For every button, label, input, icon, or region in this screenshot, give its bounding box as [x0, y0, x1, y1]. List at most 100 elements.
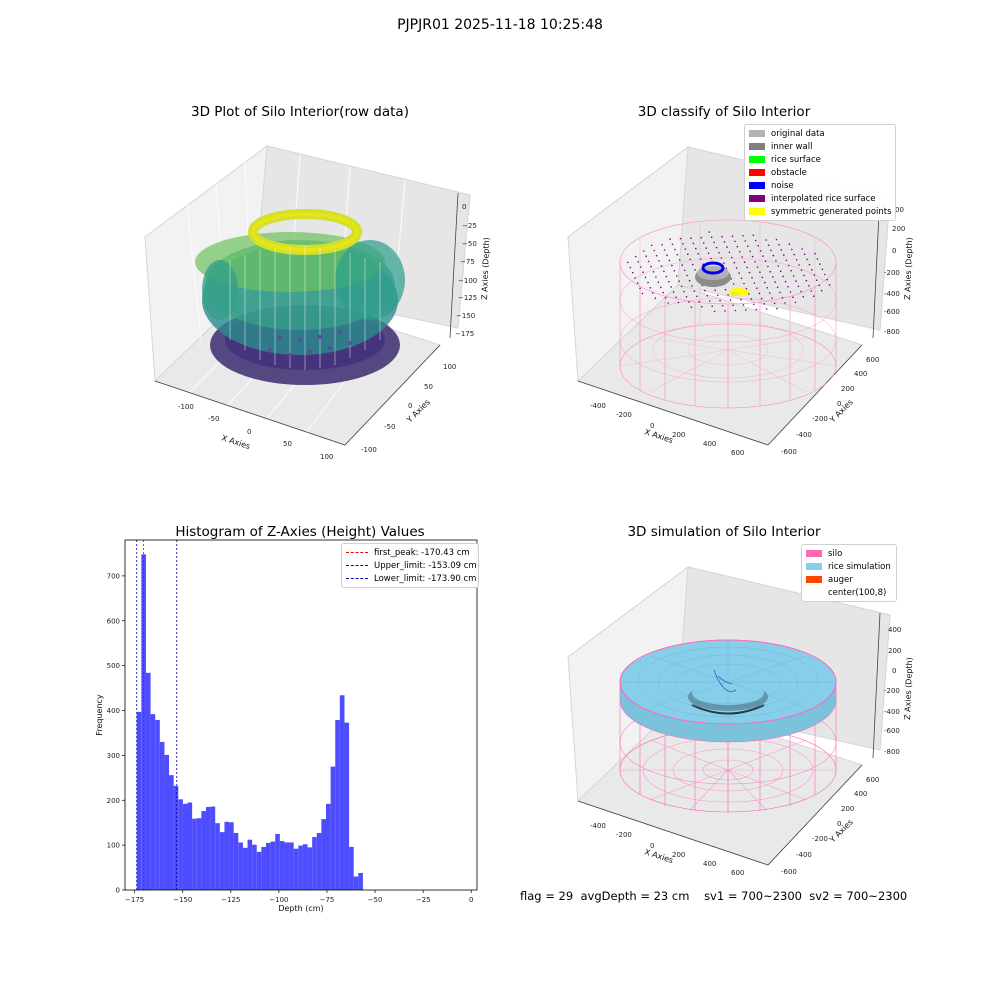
interpolated-point	[756, 266, 759, 268]
histogram-bar	[215, 823, 220, 890]
classify-zlabel: Z Axies (Depth)	[903, 237, 914, 300]
interpolated-point	[654, 297, 657, 300]
interpolated-point	[733, 261, 736, 264]
histogram-bar	[164, 754, 170, 890]
interpolated-point	[775, 260, 777, 262]
histogram-bar	[275, 833, 280, 890]
interpolated-point	[679, 259, 681, 261]
histogram-ytick-label: 200	[107, 797, 120, 805]
interpolated-point	[636, 282, 639, 284]
interpolated-point	[732, 283, 735, 285]
histogram-bar	[265, 842, 271, 890]
interpolated-point	[813, 274, 816, 276]
histogram-bar	[307, 847, 313, 890]
figure-title: PJPJR01 2025-11-18 10:25:48	[397, 17, 603, 33]
interpolated-point	[705, 247, 707, 249]
interpolated-point	[743, 282, 745, 285]
interpolated-point	[706, 295, 709, 297]
avg-depth-text: avgDepth = 23 cm	[580, 889, 690, 903]
interpolated-point	[644, 276, 647, 279]
histogram-bar	[150, 714, 156, 890]
legend-label: rice simulation	[828, 561, 891, 572]
simulation-ytick: -200	[812, 835, 828, 843]
interpolated-point	[680, 285, 683, 288]
legend-item: silo	[806, 547, 892, 560]
histogram-bar	[159, 741, 165, 890]
interpolated-point	[742, 304, 745, 306]
legend-label: interpolated rice surface	[771, 193, 876, 204]
interpolated-point	[740, 298, 742, 301]
interpolated-point	[746, 266, 748, 269]
legend-item: inner wall	[749, 140, 891, 153]
interpolated-point	[671, 243, 674, 246]
simulation-xtick: 200	[672, 851, 685, 859]
interpolated-point	[803, 274, 805, 277]
histogram-bar	[344, 722, 350, 890]
interpolated-point	[660, 265, 663, 267]
interpolated-point	[802, 295, 805, 298]
classify-legend: original data inner wall rice surface ob…	[744, 124, 896, 221]
interpolated-point	[808, 263, 811, 266]
raw-xtick: -100	[178, 403, 194, 411]
classify-y-ticks: -600 -400 -200 0 200 400 600	[781, 356, 879, 456]
interpolated-point	[725, 267, 728, 270]
interpolated-point	[784, 280, 787, 283]
interpolated-point	[668, 280, 670, 283]
interpolated-point	[697, 253, 699, 255]
interpolated-point	[731, 235, 734, 237]
classify-ytick: 600	[866, 356, 879, 364]
interpolated-point	[627, 261, 629, 264]
classify-ztick: -200	[884, 269, 900, 277]
raw-panel-title: 3D Plot of Silo Interior(row data)	[191, 104, 409, 120]
interpolated-point	[652, 292, 654, 294]
histogram-bar	[219, 832, 225, 890]
histogram-xtick-label: −25	[416, 896, 431, 904]
raw-ztick: −125	[458, 294, 477, 302]
simulation-ztick: 400	[888, 626, 901, 634]
interpolated-point	[824, 273, 826, 276]
interpolated-point	[702, 242, 705, 244]
raw-ztick: −50	[462, 240, 477, 248]
interpolated-point	[764, 260, 767, 263]
simulation-ytick: 200	[841, 805, 854, 813]
interpolated-point	[684, 248, 687, 250]
interpolated-point	[767, 244, 770, 246]
histogram-xtick-label: −150	[173, 896, 192, 904]
histogram-bar	[224, 821, 230, 890]
interpolated-point	[688, 279, 691, 282]
simulation-ytick: 600	[866, 776, 879, 784]
histogram-bar	[233, 833, 239, 890]
histogram-xtick-label: −75	[320, 896, 335, 904]
interpolated-point	[769, 270, 772, 273]
histogram-bar	[205, 806, 211, 890]
interpolated-point	[713, 241, 715, 244]
histogram-bar	[252, 844, 257, 890]
legend-item: Upper_limit: -153.09 cm	[346, 559, 477, 572]
interpolated-point	[787, 286, 789, 288]
simulation-y-ticks: -600 -400 -200 0 200 400 600	[781, 776, 879, 876]
interpolated-point	[774, 281, 776, 283]
legend-swatch	[806, 576, 822, 583]
classify-ztick: 0	[892, 247, 896, 255]
interpolated-point	[727, 294, 729, 296]
simulation-ytick: 400	[854, 790, 867, 798]
interpolated-point	[773, 302, 776, 305]
simulation-ztick: 200	[888, 647, 901, 655]
interpolated-point	[798, 264, 800, 266]
histogram-bar	[192, 818, 197, 890]
interpolated-point	[811, 269, 813, 271]
interpolated-point	[660, 286, 662, 289]
raw-ztick: −100	[458, 277, 477, 285]
interpolated-point	[749, 250, 751, 253]
interpolated-point	[634, 277, 636, 279]
legend-item: symmetric generated points	[749, 205, 892, 218]
histogram-xtick-label: −50	[368, 896, 383, 904]
legend-item: obstacle	[749, 166, 891, 179]
interpolated-point	[729, 299, 732, 301]
legend-swatch	[749, 143, 765, 150]
interpolated-point	[711, 305, 713, 308]
legend-label: Lower_limit: -173.90 cm	[374, 573, 477, 584]
histogram-bar	[229, 822, 234, 890]
legend-item: noise	[749, 179, 891, 192]
